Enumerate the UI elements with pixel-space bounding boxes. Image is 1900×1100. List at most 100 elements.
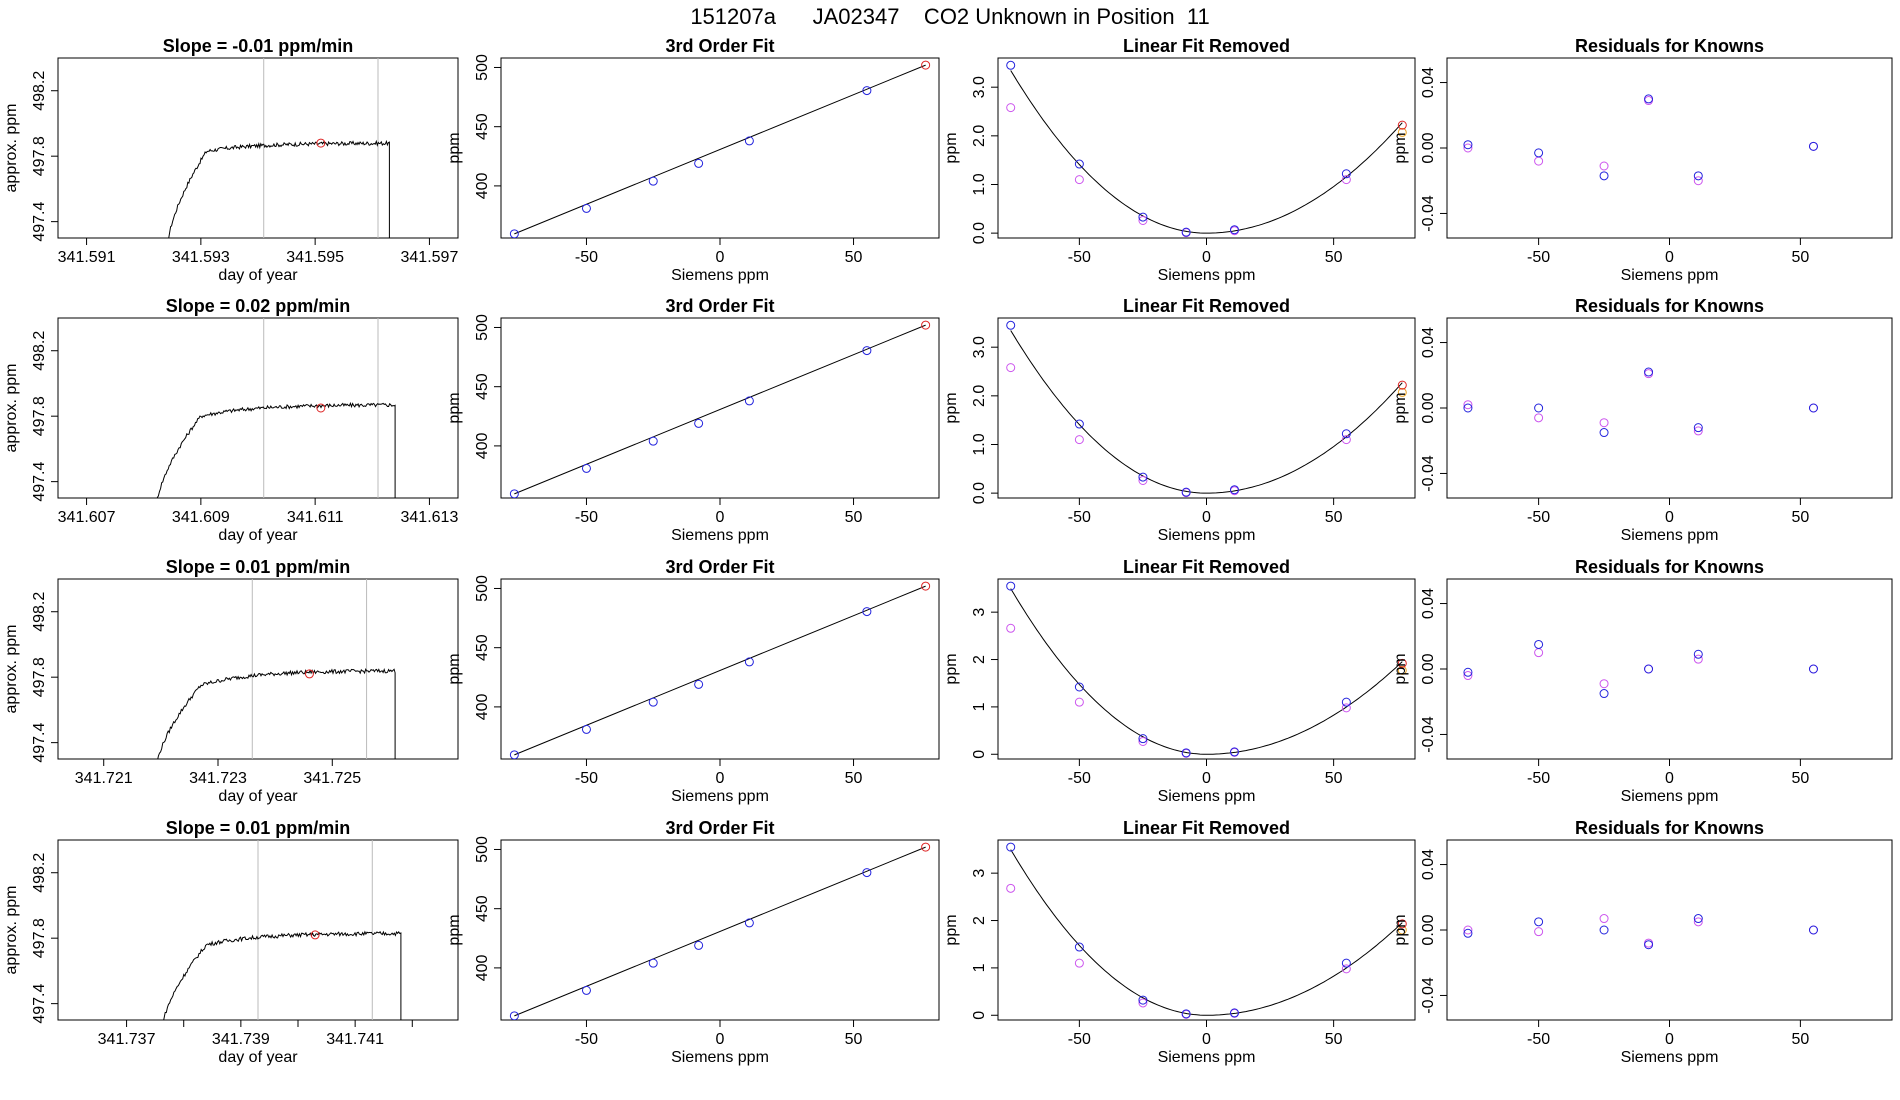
known-point-magenta bbox=[1006, 623, 1016, 633]
y-axis-label: ppm bbox=[1392, 392, 1409, 423]
plot-area bbox=[509, 60, 931, 238]
residual-point-magenta bbox=[1599, 418, 1609, 428]
chart-title: Residuals for Knowns bbox=[1575, 557, 1764, 577]
x-tick-label: 50 bbox=[845, 509, 863, 526]
y-tick-label: -0.04 bbox=[1420, 977, 1437, 1014]
y-tick-label: 2 bbox=[971, 655, 988, 664]
residual-point bbox=[1693, 914, 1703, 924]
x-tick-label: 341.607 bbox=[58, 509, 116, 526]
y-axis-label: approx. ppm bbox=[3, 364, 20, 453]
unknown-point bbox=[921, 581, 931, 591]
x-tick-label: 341.613 bbox=[401, 509, 459, 526]
unknown-point bbox=[1397, 658, 1407, 668]
y-axis-label: approx. ppm bbox=[3, 625, 20, 714]
fit-line bbox=[514, 585, 926, 756]
known-point bbox=[509, 229, 519, 238]
x-axis-label: day of year bbox=[218, 788, 298, 805]
plot-frame bbox=[57, 317, 459, 499]
plot-area bbox=[156, 318, 396, 498]
x-axis-label: Siemens ppm bbox=[1158, 788, 1256, 805]
unknown-point-orange bbox=[1397, 665, 1407, 675]
x-tick-label: -50 bbox=[1068, 1031, 1091, 1048]
y-tick-label: 497.4 bbox=[31, 462, 48, 502]
page-title: 151207a JA02347 CO2 Unknown in Position … bbox=[690, 4, 1210, 29]
fit-curve bbox=[1010, 70, 1403, 234]
known-point bbox=[744, 396, 754, 406]
unknown-point-orange bbox=[1397, 387, 1407, 397]
known-point bbox=[1341, 429, 1351, 439]
fit-line bbox=[514, 64, 926, 235]
panel-fit3-2: 3rd Order Fit -50 0 50 Siemens ppm 400 450 500 p… bbox=[446, 557, 940, 805]
known-point bbox=[648, 697, 658, 707]
x-tick-label: 0 bbox=[716, 770, 725, 787]
y-axis-label: approx. ppm bbox=[3, 886, 20, 975]
x-tick-label: 341.597 bbox=[401, 249, 459, 266]
x-tick-label: 341.721 bbox=[75, 770, 133, 787]
known-point-magenta bbox=[1138, 475, 1148, 485]
residual-point bbox=[1808, 141, 1818, 151]
y-tick-label: 498.2 bbox=[31, 71, 48, 111]
x-tick-label: 0 bbox=[716, 249, 725, 266]
x-tick-label: 50 bbox=[1325, 770, 1343, 787]
residual-point bbox=[1599, 171, 1609, 181]
y-tick-label: 450 bbox=[474, 634, 491, 661]
residual-point-magenta bbox=[1463, 925, 1473, 935]
x-axis-label: day of year bbox=[218, 527, 298, 544]
residual-point bbox=[1534, 403, 1544, 413]
y-tick-label: -0.04 bbox=[1420, 716, 1437, 753]
y-tick-label: 1 bbox=[971, 702, 988, 711]
x-tick-label: -50 bbox=[1527, 770, 1550, 787]
known-point bbox=[1074, 942, 1084, 952]
x-tick-label: -50 bbox=[1527, 1031, 1550, 1048]
chart-title: Slope = 0.02 ppm/min bbox=[166, 296, 351, 316]
y-tick-label: 0 bbox=[971, 1011, 988, 1020]
plot-area bbox=[1463, 639, 1818, 699]
known-point bbox=[1229, 225, 1239, 235]
fit-line bbox=[514, 324, 926, 495]
x-tick-label: 50 bbox=[1791, 249, 1809, 266]
x-tick-label: 50 bbox=[845, 770, 863, 787]
x-tick-label: 341.611 bbox=[287, 509, 344, 526]
plot-area bbox=[509, 842, 931, 1020]
known-point bbox=[694, 158, 704, 168]
unknown-point bbox=[921, 320, 931, 330]
y-axis-label: ppm bbox=[943, 653, 960, 684]
unknown-point bbox=[921, 842, 931, 852]
x-axis-label: Siemens ppm bbox=[671, 527, 769, 544]
fit-curve bbox=[1010, 849, 1403, 1016]
residual-point bbox=[1599, 689, 1609, 699]
known-point bbox=[1138, 472, 1148, 482]
x-axis-label: Siemens ppm bbox=[671, 1049, 769, 1066]
known-point bbox=[581, 724, 591, 734]
x-tick-label: 341.723 bbox=[189, 770, 247, 787]
y-tick-label: 450 bbox=[474, 895, 491, 922]
known-point-magenta bbox=[1341, 964, 1351, 974]
residual-point-magenta bbox=[1534, 927, 1544, 937]
y-tick-label: 498.2 bbox=[31, 853, 48, 893]
known-point bbox=[1138, 995, 1148, 1005]
y-tick-label: 0.00 bbox=[1420, 392, 1437, 423]
unknown-point bbox=[1397, 380, 1407, 390]
x-tick-label: -50 bbox=[1068, 509, 1091, 526]
known-point-magenta bbox=[1074, 175, 1084, 185]
known-point-magenta bbox=[1341, 435, 1351, 445]
residual-point bbox=[1534, 917, 1544, 927]
y-tick-label: 500 bbox=[474, 836, 491, 863]
panel-resid-2: Residuals for Knowns -50 0 50 Siemens ppm -0.… bbox=[1392, 557, 1893, 805]
plot-area bbox=[1006, 320, 1407, 498]
panel-fit3-3: 3rd Order Fit -50 0 50 Siemens ppm 400 450 500 p… bbox=[446, 818, 940, 1066]
chart-title: Linear Fit Removed bbox=[1123, 296, 1290, 316]
residual-point bbox=[1463, 403, 1473, 413]
plot-frame bbox=[500, 578, 940, 760]
y-axis-label: ppm bbox=[1392, 914, 1409, 945]
plot-frame bbox=[57, 57, 459, 239]
x-tick-label: 341.737 bbox=[98, 1031, 156, 1048]
mean-marker bbox=[316, 138, 326, 148]
y-tick-label: 450 bbox=[474, 113, 491, 140]
known-point bbox=[509, 489, 519, 498]
known-point-magenta bbox=[1138, 215, 1148, 225]
y-tick-label: 0 bbox=[971, 750, 988, 759]
x-axis-label: Siemens ppm bbox=[671, 788, 769, 805]
y-tick-label: 0.0 bbox=[971, 482, 988, 504]
